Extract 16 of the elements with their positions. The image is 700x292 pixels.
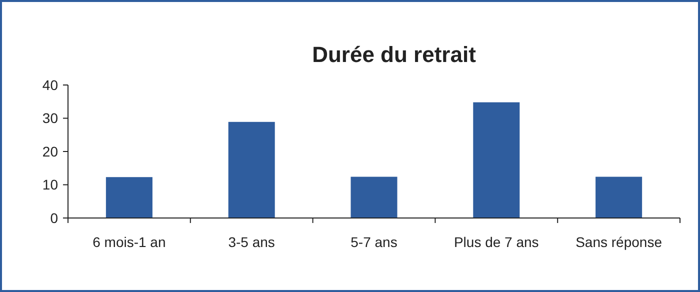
x-tick-label: Plus de 7 ans xyxy=(454,234,539,250)
bar xyxy=(473,102,520,218)
bar xyxy=(228,122,275,218)
bar xyxy=(350,176,398,218)
y-tick-label: 40 xyxy=(42,76,58,93)
x-tick-label: 5-7 ans xyxy=(350,234,398,250)
y-tick-label: 30 xyxy=(42,110,58,126)
bar xyxy=(106,177,152,218)
x-tick-label: 3-5 ans xyxy=(228,234,275,250)
bar xyxy=(596,176,642,218)
y-tick-label: 20 xyxy=(42,143,58,160)
x-tick-label: 6 mois-1 an xyxy=(92,234,166,250)
y-tick-label: 0 xyxy=(50,210,58,226)
y-tick-label: 10 xyxy=(42,176,58,193)
x-tick-label: Sans réponse xyxy=(576,234,662,250)
chart-title: Durée du retrait xyxy=(312,42,477,67)
